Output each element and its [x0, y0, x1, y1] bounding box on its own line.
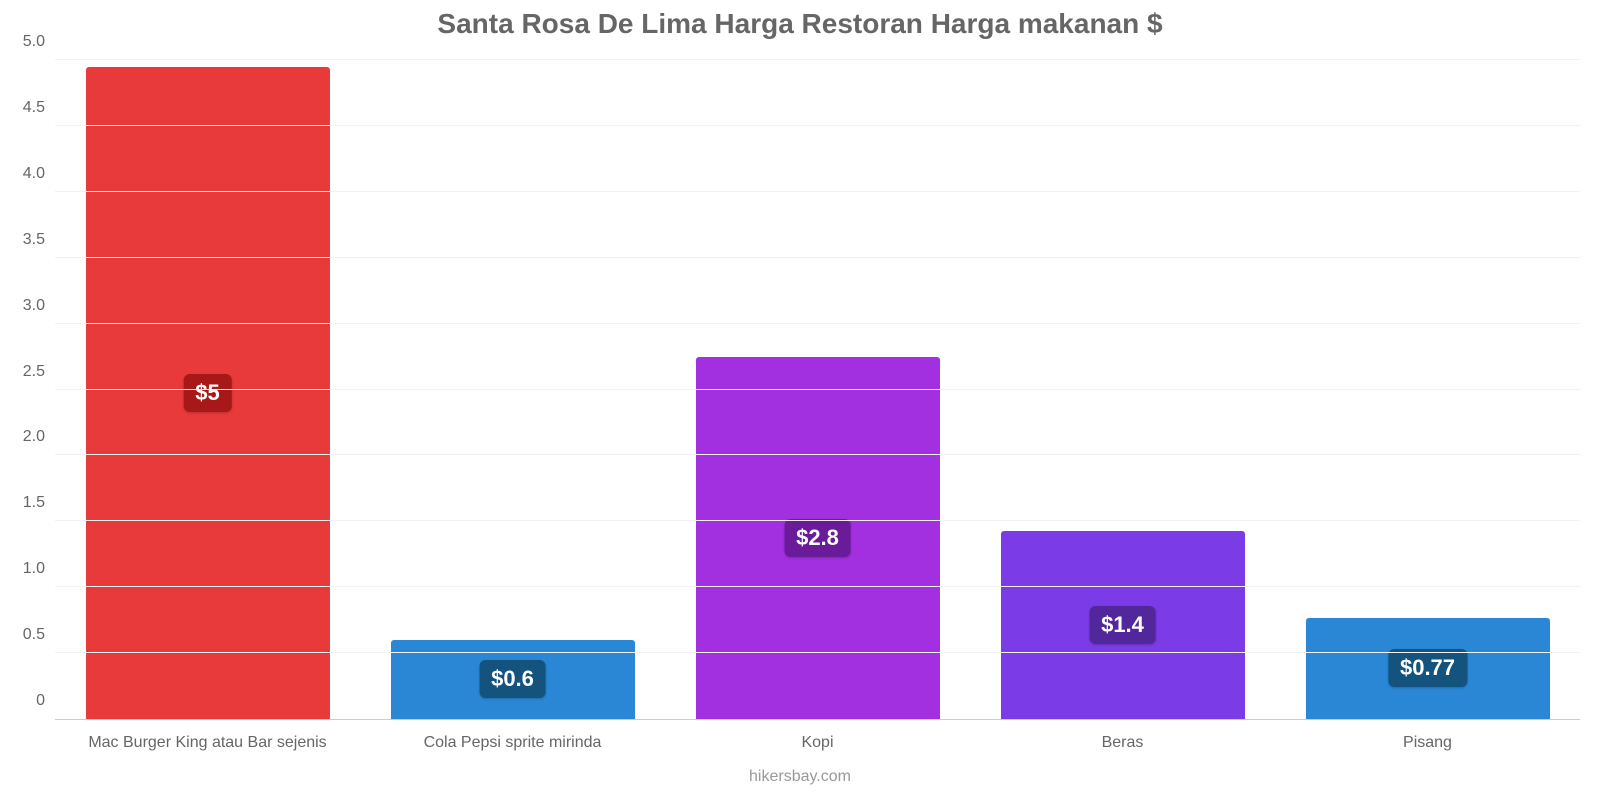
- x-tick-label: Kopi: [665, 734, 970, 752]
- value-badge: $2.8: [784, 519, 851, 557]
- bars-container: $5 $0.6 $2.8 $1.4 $0.77: [55, 60, 1580, 719]
- value-badge: $0.77: [1388, 649, 1467, 687]
- grid-line: [55, 125, 1580, 126]
- bar: $1.4: [1001, 531, 1245, 719]
- x-tick-label: Mac Burger King atau Bar sejenis: [55, 734, 360, 752]
- value-badge: $0.6: [479, 660, 546, 698]
- bar: $5: [86, 67, 330, 719]
- y-tick-label: 3.5: [23, 231, 55, 249]
- y-tick-label: 4.0: [23, 165, 55, 183]
- y-tick-label: 4.5: [23, 99, 55, 117]
- value-badge: $1.4: [1089, 606, 1156, 644]
- price-bar-chart: Santa Rosa De Lima Harga Restoran Harga …: [0, 0, 1600, 800]
- plot-area: $5$0.6$2.8$1.4$0.77 00.51.01.52.02.53.03…: [55, 60, 1580, 720]
- x-tick-label: Beras: [970, 734, 1275, 752]
- bar: $0.77: [1306, 618, 1550, 719]
- x-tick-label: Pisang: [1275, 734, 1580, 752]
- y-tick-label: 0: [36, 692, 55, 710]
- chart-title: Santa Rosa De Lima Harga Restoran Harga …: [0, 8, 1600, 40]
- y-tick-label: 3.0: [23, 297, 55, 315]
- grid-line: [55, 257, 1580, 258]
- grid-line: [55, 191, 1580, 192]
- y-tick-label: 2.0: [23, 428, 55, 446]
- bar-slot: $2.8: [665, 60, 970, 719]
- grid-line: [55, 520, 1580, 521]
- bar: $2.8: [696, 357, 940, 719]
- y-tick-label: 5.0: [23, 33, 55, 51]
- bar-slot: $0.6: [360, 60, 665, 719]
- grid-line: [55, 389, 1580, 390]
- grid-line: [55, 59, 1580, 60]
- y-tick-label: 2.5: [23, 363, 55, 381]
- grid-line: [55, 454, 1580, 455]
- y-tick-label: 0.5: [23, 626, 55, 644]
- grid-line: [55, 586, 1580, 587]
- source-attribution: hikersbay.com: [0, 768, 1600, 786]
- grid-line: [55, 652, 1580, 653]
- value-badge: $5: [183, 374, 231, 412]
- y-tick-label: 1.0: [23, 560, 55, 578]
- bar-slot: $0.77: [1275, 60, 1580, 719]
- x-tick-label: Cola Pepsi sprite mirinda: [360, 734, 665, 752]
- bar-slot: $5: [55, 60, 360, 719]
- grid-line: [55, 323, 1580, 324]
- y-tick-label: 1.5: [23, 494, 55, 512]
- bar-slot: $1.4: [970, 60, 1275, 719]
- x-axis-labels: Mac Burger King atau Bar sejenisCola Pep…: [55, 734, 1580, 752]
